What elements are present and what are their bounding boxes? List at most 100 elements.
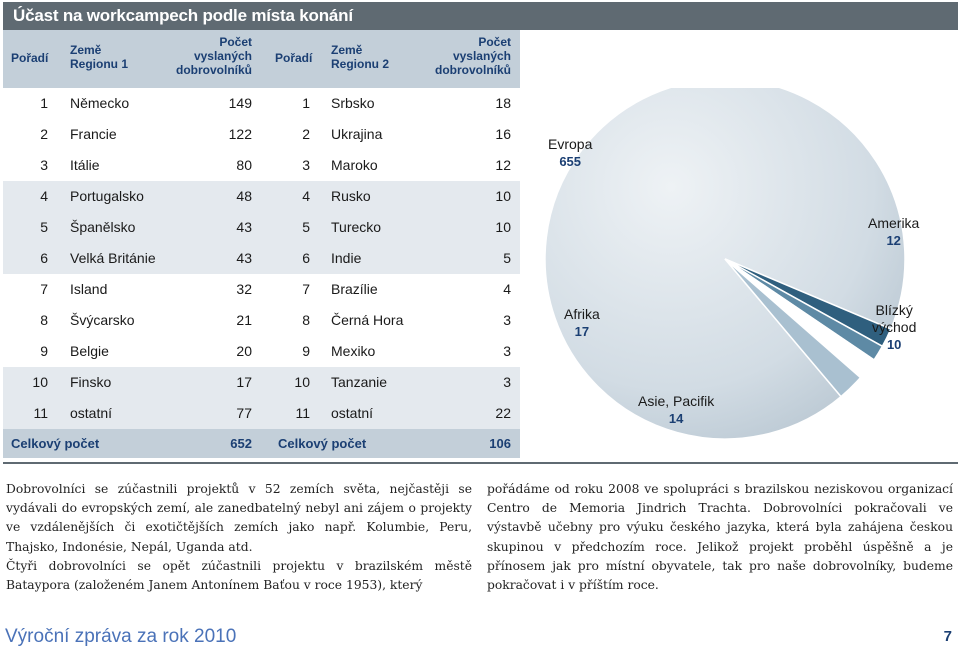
count-2: 16 xyxy=(495,126,511,142)
rank-1: 10 xyxy=(32,374,48,390)
rank-1: 3 xyxy=(40,157,48,173)
header-country-2: Země Regionu 2 xyxy=(331,43,390,71)
country-1: Finsko xyxy=(70,374,112,390)
country-1: Německo xyxy=(70,95,130,111)
rank-2: 3 xyxy=(302,157,310,173)
count-2: 12 xyxy=(495,157,511,173)
label-afrika: Afrika 17 xyxy=(564,306,600,339)
rank-1: 2 xyxy=(40,126,48,142)
count-1: 149 xyxy=(228,95,252,111)
rank-2: 1 xyxy=(302,95,310,111)
region-pie-chart: Evropa 655 Amerika 12 Blízký východ 10 A… xyxy=(520,78,960,460)
count-1: 20 xyxy=(236,343,252,359)
country-1: Island xyxy=(70,281,108,297)
country-2: Turecko xyxy=(331,219,382,235)
total-value-2: 106 xyxy=(489,436,511,451)
header-rank-1: Pořadí xyxy=(11,51,49,65)
count-1: 77 xyxy=(236,405,252,421)
country-1: Švýcarsko xyxy=(70,312,135,328)
table-row: 9 Belgie 20 9 Mexiko 3 xyxy=(3,336,520,367)
table-row: 7 Island 32 7 Brazílie 4 xyxy=(3,274,520,305)
label-blizky-vychod: Blízký východ 10 xyxy=(872,302,917,352)
table-row: 3 Itálie 80 3 Maroko 12 xyxy=(3,150,520,181)
country-2: ostatní xyxy=(331,405,374,421)
paragraph: pořádáme od roku 2008 ve spolupráci s br… xyxy=(487,482,953,593)
count-2: 4 xyxy=(503,281,511,297)
header-country-1: Země Regionu 1 xyxy=(70,43,129,71)
count-2: 3 xyxy=(503,312,511,328)
header-count-1: Počet vyslaných dobrovolníků xyxy=(176,35,252,77)
label-evropa: Evropa 655 xyxy=(548,136,593,169)
country-2: Ukrajina xyxy=(331,126,383,142)
count-1: 48 xyxy=(236,188,252,204)
count-1: 80 xyxy=(236,157,252,173)
text-column-left: Dobrovolníci se zúčastnili projektů v 52… xyxy=(6,480,472,595)
count-2: 22 xyxy=(495,405,511,421)
country-2: Černá Hora xyxy=(331,312,404,328)
count-1: 32 xyxy=(236,281,252,297)
header-count-2: Počet vyslaných dobrovolníků xyxy=(435,35,511,77)
country-1: Španělsko xyxy=(70,219,136,235)
page-number: 7 xyxy=(943,628,952,645)
rank-1: 7 xyxy=(40,281,48,297)
country-2: Srbsko xyxy=(331,95,375,111)
country-2: Maroko xyxy=(331,157,378,173)
count-1: 21 xyxy=(236,312,252,328)
rank-1: 4 xyxy=(40,188,48,204)
rank-1: 9 xyxy=(40,343,48,359)
table-row: 1 Německo 149 1 Srbsko 18 xyxy=(3,88,520,119)
page-title: Účast na workcampech podle místa konání xyxy=(13,6,353,25)
total-label-1: Celkový počet xyxy=(11,436,100,451)
country-2: Tanzanie xyxy=(331,374,388,390)
rank-2: 9 xyxy=(302,343,310,359)
country-2: Rusko xyxy=(331,188,371,204)
country-1: Itálie xyxy=(70,157,100,173)
table-row: 11 ostatní 77 11 ostatní 22 xyxy=(3,398,520,429)
count-2: 5 xyxy=(503,250,511,266)
country-2: Indie xyxy=(331,250,362,266)
table-row: 5 Španělsko 43 5 Turecko 10 xyxy=(3,212,520,243)
count-2: 3 xyxy=(503,374,511,390)
count-2: 10 xyxy=(495,188,511,204)
total-value-1: 652 xyxy=(230,436,252,451)
table-row: 2 Francie 122 2 Ukrajina 16 xyxy=(3,119,520,150)
country-1: Belgie xyxy=(70,343,109,359)
rank-1: 6 xyxy=(40,250,48,266)
count-2: 10 xyxy=(495,219,511,235)
rank-2: 10 xyxy=(294,374,310,390)
count-2: 3 xyxy=(503,343,511,359)
table-row: 8 Švýcarsko 21 8 Černá Hora 3 xyxy=(3,305,520,336)
rank-2: 5 xyxy=(302,219,310,235)
rank-1: 8 xyxy=(40,312,48,328)
rank-2: 8 xyxy=(302,312,310,328)
header-rank-2: Pořadí xyxy=(275,51,313,65)
table-row: 6 Velká Británie 43 6 Indie 5 xyxy=(3,243,520,274)
count-2: 18 xyxy=(495,95,511,111)
pie-svg xyxy=(544,78,906,440)
paragraph: Dobrovolníci se zúčastnili projektů v 52… xyxy=(6,482,472,554)
country-1: Francie xyxy=(70,126,117,142)
report-title: Výroční zpráva za rok 2010 xyxy=(5,626,237,647)
count-1: 122 xyxy=(228,126,252,142)
section-divider xyxy=(3,462,958,464)
country-2: Brazílie xyxy=(331,281,378,297)
total-label-2: Celkový počet xyxy=(278,436,367,451)
label-asie-pacifik: Asie, Pacifik 14 xyxy=(638,393,715,426)
rank-1: 5 xyxy=(40,219,48,235)
title-bar: Účast na workcampech podle místa konání xyxy=(3,2,958,30)
table-row: 4 Portugalsko 48 4 Rusko 10 xyxy=(3,181,520,212)
label-amerika: Amerika 12 xyxy=(868,215,920,248)
rank-2: 2 xyxy=(302,126,310,142)
rank-2: 11 xyxy=(295,405,310,421)
country-2: Mexiko xyxy=(331,343,376,359)
pie-slice-afrika xyxy=(724,258,862,398)
rank-1: 1 xyxy=(40,95,48,111)
rank-2: 6 xyxy=(302,250,310,266)
table-header: Pořadí Země Regionu 1 Počet vyslaných do… xyxy=(3,30,520,88)
country-1: ostatní xyxy=(70,405,113,421)
count-1: 43 xyxy=(236,250,252,266)
total-row: Celkový počet 652 Celkový počet 106 xyxy=(3,429,520,458)
country-1: Portugalsko xyxy=(70,188,144,204)
volunteer-table: 1 Německo 149 1 Srbsko 18 2 Francie 122 2 Ukrajina… xyxy=(3,88,520,458)
table-row: 10 Finsko 17 10 Tanzanie 3 xyxy=(3,367,520,398)
